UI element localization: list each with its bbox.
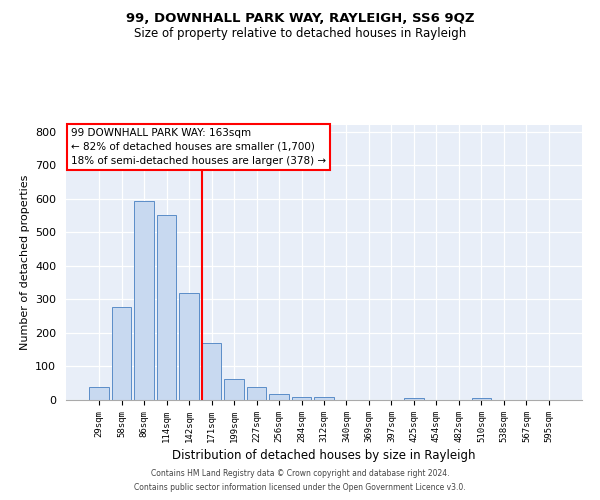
- Text: Contains HM Land Registry data © Crown copyright and database right 2024.: Contains HM Land Registry data © Crown c…: [151, 468, 449, 477]
- Bar: [247, 388, 266, 400]
- Bar: [269, 394, 289, 400]
- Bar: [292, 398, 311, 400]
- Bar: [179, 292, 199, 400]
- X-axis label: Distribution of detached houses by size in Rayleigh: Distribution of detached houses by size …: [172, 449, 476, 462]
- Bar: [404, 398, 424, 400]
- Bar: [134, 202, 154, 400]
- Bar: [314, 398, 334, 400]
- Text: 99, DOWNHALL PARK WAY, RAYLEIGH, SS6 9QZ: 99, DOWNHALL PARK WAY, RAYLEIGH, SS6 9QZ: [126, 12, 474, 26]
- Bar: [224, 379, 244, 400]
- Text: 99 DOWNHALL PARK WAY: 163sqm
← 82% of detached houses are smaller (1,700)
18% of: 99 DOWNHALL PARK WAY: 163sqm ← 82% of de…: [71, 128, 326, 166]
- Bar: [112, 307, 131, 400]
- Bar: [202, 343, 221, 400]
- Y-axis label: Number of detached properties: Number of detached properties: [20, 175, 29, 350]
- Bar: [157, 214, 176, 400]
- Bar: [89, 388, 109, 400]
- Bar: [472, 398, 491, 400]
- Text: Size of property relative to detached houses in Rayleigh: Size of property relative to detached ho…: [134, 28, 466, 40]
- Text: Contains public sector information licensed under the Open Government Licence v3: Contains public sector information licen…: [134, 484, 466, 492]
